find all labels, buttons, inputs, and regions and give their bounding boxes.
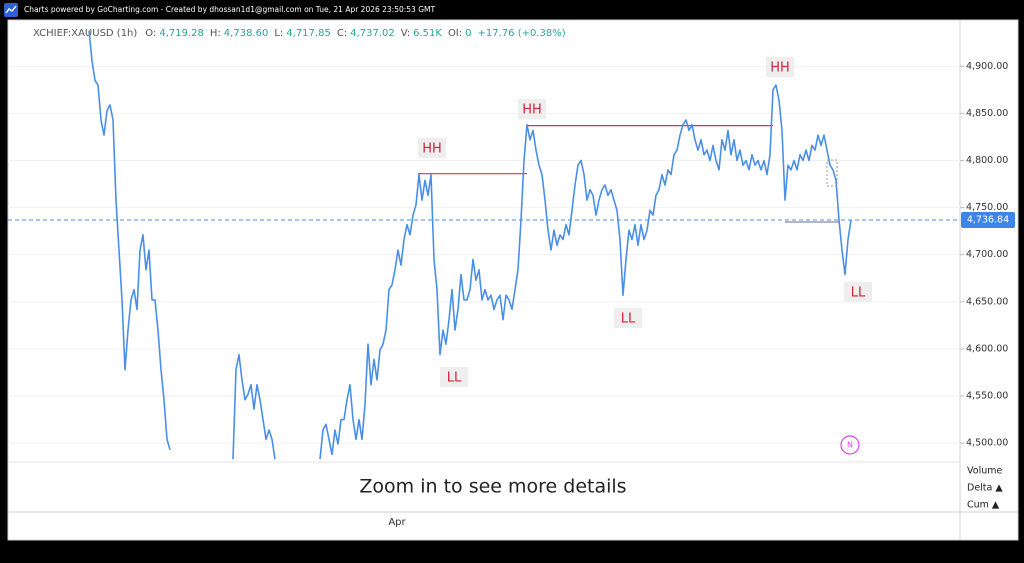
legend-symbol: XCHIEF:XAUUSD (1h): [33, 28, 137, 39]
legend-field-label: OI:: [448, 28, 462, 39]
price-line: [88, 30, 852, 460]
annotation: HH: [422, 142, 442, 157]
last-price-box: [961, 212, 1015, 229]
header-text: Charts powered by GoCharting.com - Creat…: [24, 5, 435, 14]
logo: [4, 3, 18, 17]
annotation-box: [418, 138, 446, 158]
legend-field-label: O:: [145, 28, 156, 39]
y-tick-label: 4,600.00: [966, 343, 1008, 354]
legend: XCHIEF:XAUUSD (1h) O: 4,719.28 H: 4,738.60 L:…: [33, 28, 566, 39]
legend-field-value: 4,738.60: [224, 28, 269, 39]
y-tick-label: 4,700.00: [966, 249, 1008, 260]
legend-field-label: L:: [274, 28, 283, 39]
grid: 4,500.00 4,550.00 4,600.00 4,650.00 4,700.00…: [8, 61, 1008, 449]
indicator-label: Volume: [967, 466, 1002, 477]
y-tick-label: 4,850.00: [966, 108, 1008, 119]
y-tick-label: 4,500.00: [966, 438, 1008, 449]
y-tick-label: 4,650.00: [966, 296, 1008, 307]
last-price-label: 4,736.84: [967, 215, 1009, 226]
drawing-tool: [826, 159, 838, 187]
x-tick-label: Apr: [388, 517, 406, 528]
annotation: LL: [447, 371, 462, 386]
legend-change: +17.76 (+0.38%): [478, 28, 566, 39]
y-tick-label: 4,900.00: [966, 61, 1008, 72]
annotation-box: [844, 282, 872, 302]
marker-text: N: [847, 441, 853, 450]
legend-field-value: 4,737.02: [350, 28, 395, 39]
annotation-box: [614, 308, 642, 328]
legend-field-label: C:: [337, 28, 347, 39]
indicator-label: Delta ▲: [967, 483, 1003, 494]
legend-field-value: 0: [465, 28, 471, 39]
annotation-box: [766, 57, 794, 77]
legend-field-label: V:: [401, 28, 410, 39]
y-tick-label: 4,750.00: [966, 202, 1008, 213]
y-tick-label: 4,800.00: [966, 155, 1008, 166]
annotation: LL: [851, 286, 866, 301]
legend-field-value: 6.51K: [413, 28, 442, 39]
annotation: HH: [770, 61, 790, 76]
legend-field-value: 4,719.28: [159, 28, 204, 39]
legend-field-label: H:: [210, 28, 221, 39]
legend-field-value: 4,717.85: [286, 28, 331, 39]
annotation: LL: [621, 312, 636, 327]
y-tick-label: 4,550.00: [966, 391, 1008, 402]
annotation-box: [518, 99, 546, 119]
overlay: HH HH HH LL LL LL 4,736.84 N Volume Delta ▲ Cum ▲: [418, 57, 1015, 511]
plot: [8, 30, 960, 460]
marker-circle: [840, 435, 860, 455]
indicator-label: Cum ▲: [967, 500, 1000, 511]
annotation-box: [440, 367, 468, 387]
annotation: HH: [522, 103, 542, 118]
message: Zoom in to see more details: [359, 476, 626, 498]
